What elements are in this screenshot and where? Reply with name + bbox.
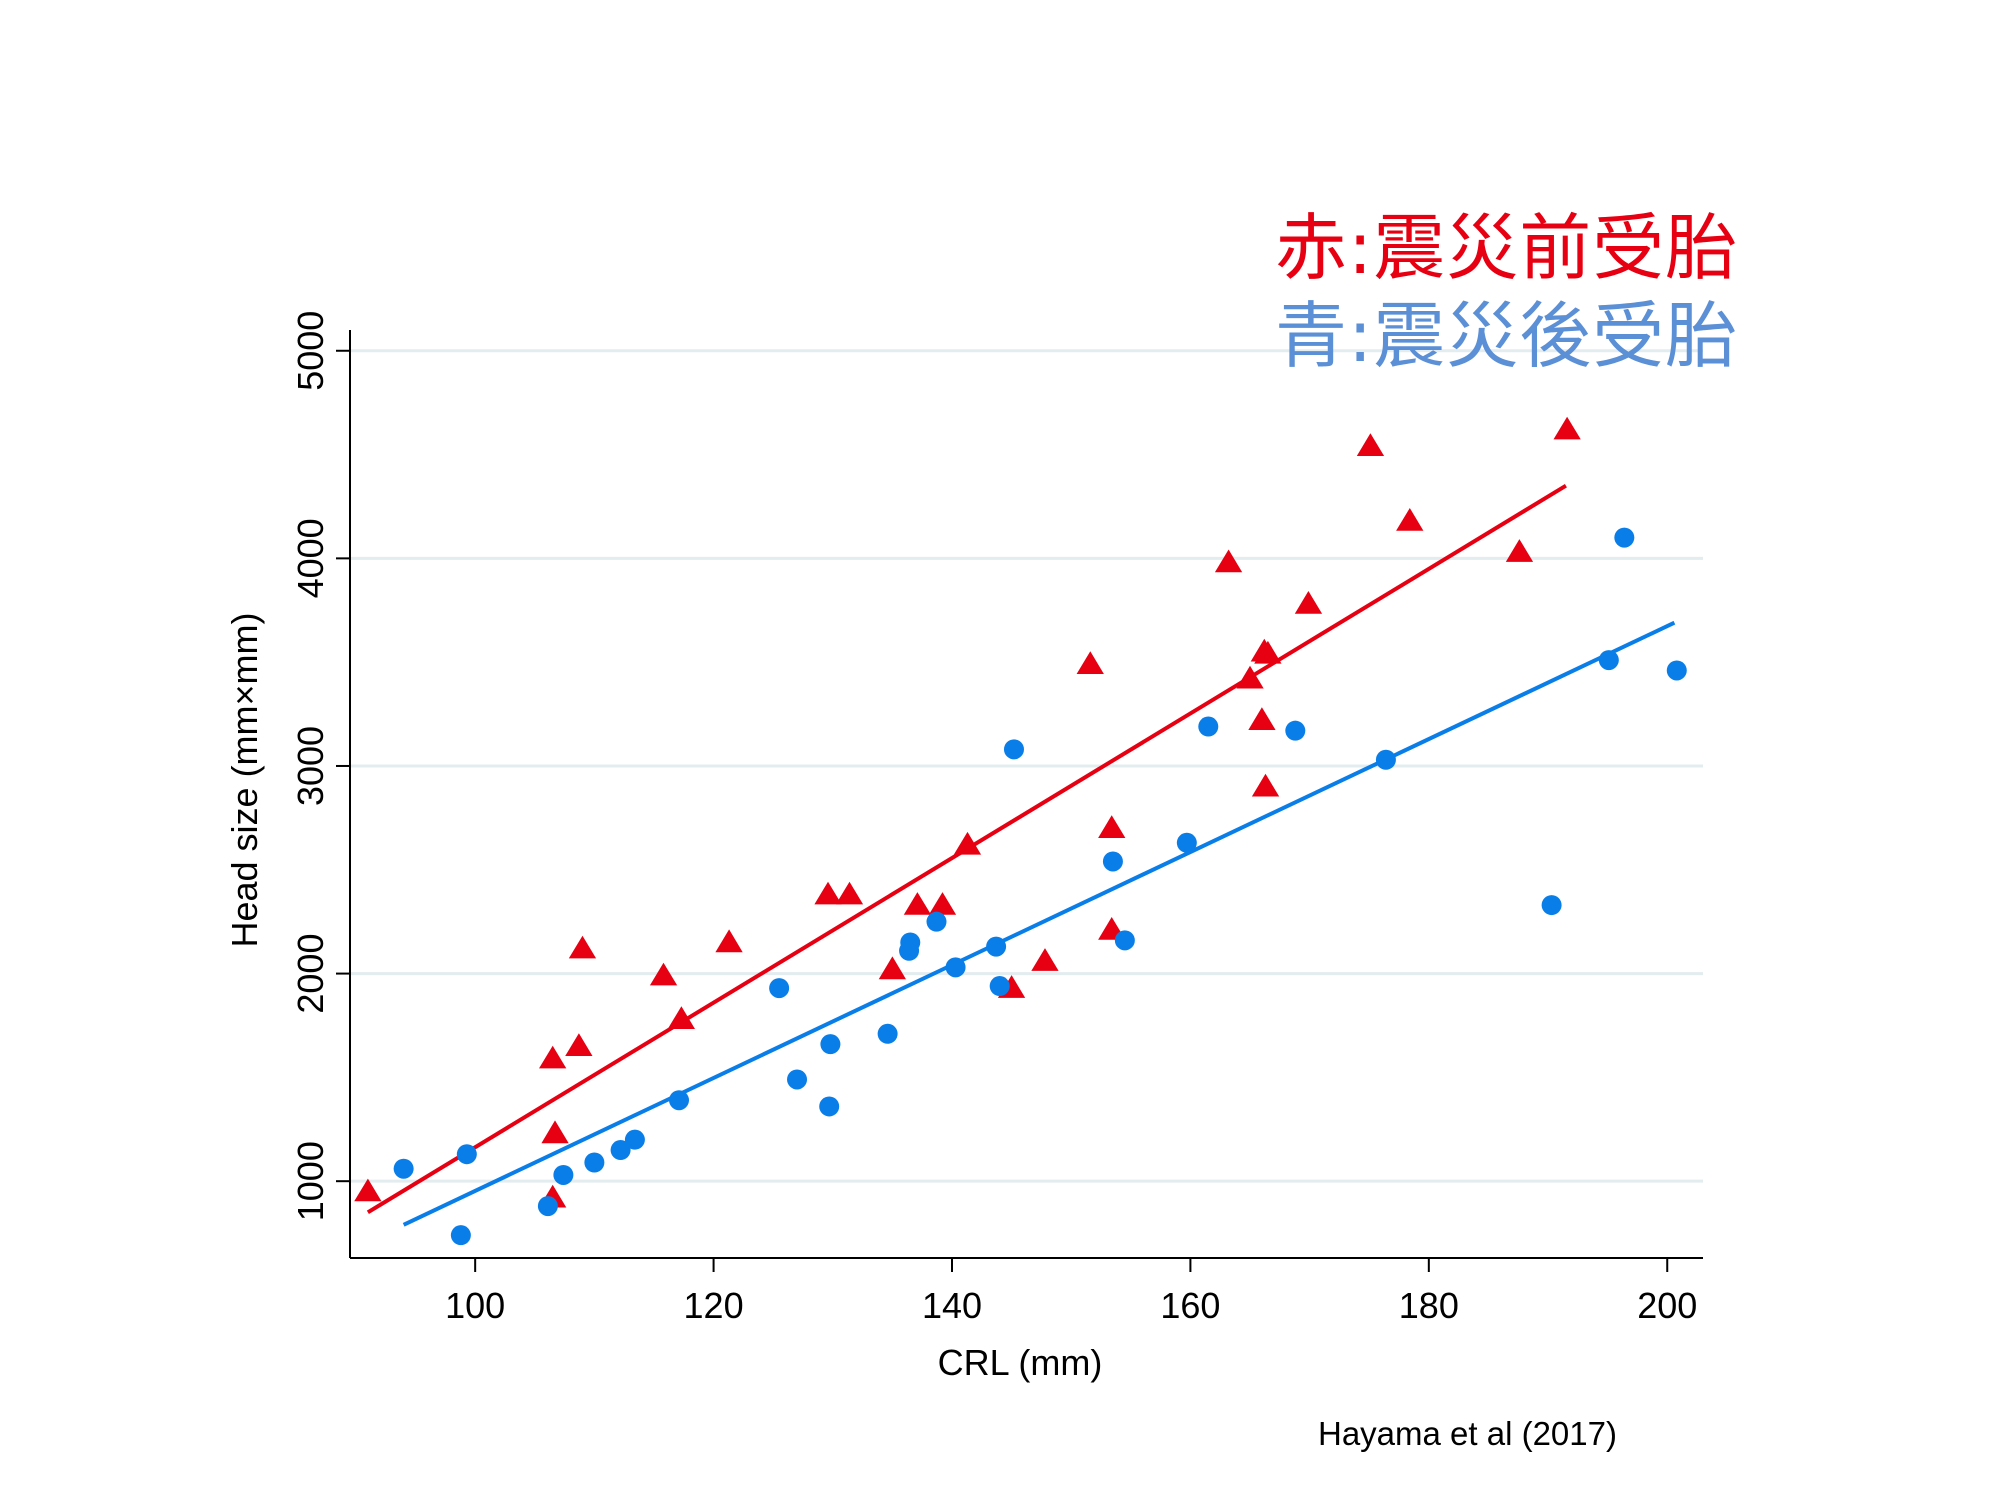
blue-point-19 [989, 976, 1010, 997]
red-point-9 [814, 881, 842, 905]
blue-point-24 [1198, 716, 1219, 737]
y-tick-label-2000: 2000 [290, 934, 331, 1014]
blue-point-29 [1614, 527, 1635, 548]
y-tick-label-3000: 3000 [290, 726, 331, 806]
red-point-1 [539, 1045, 567, 1069]
gridlines [350, 349, 1703, 1183]
blue-point-20 [1003, 739, 1024, 760]
x-tick-label-180: 180 [1399, 1285, 1459, 1326]
y-axis-title: Head size (mm×mm) [224, 612, 265, 947]
red-point-6 [649, 962, 678, 986]
y-tick-label-1000: 1000 [290, 1141, 331, 1221]
x-tick-label-100: 100 [445, 1285, 505, 1326]
blue-point-7 [624, 1129, 645, 1150]
red-point-22 [1248, 707, 1276, 730]
x-tick-label-160: 160 [1160, 1285, 1220, 1326]
blue-point-12 [820, 1034, 841, 1055]
blue-point-18 [986, 936, 1007, 957]
blue-point-26 [1375, 749, 1396, 770]
blue-point-8 [669, 1090, 690, 1111]
y-tick-label-4000: 4000 [290, 518, 331, 598]
red-point-18 [1098, 815, 1126, 838]
axes: 100 120 140 160 180 200 1000 2000 3000 4000 5000 [290, 311, 1703, 1326]
blue-point-10 [787, 1069, 808, 1090]
red-point-16 [1031, 948, 1059, 971]
blue-point-23 [1176, 832, 1197, 853]
blue-point-21 [1102, 851, 1123, 872]
red-point-2 [541, 1120, 569, 1144]
data-markers [354, 416, 1687, 1246]
x-tick-label-200: 200 [1637, 1285, 1697, 1326]
regression-lines [366, 483, 1676, 1227]
red-point-0 [354, 1178, 382, 1202]
red-point-17 [1076, 651, 1104, 674]
citation: Hayama et al (2017) [1318, 1415, 1617, 1452]
red-point-20 [1214, 549, 1243, 573]
red-point-13 [928, 892, 957, 915]
blue-point-6 [610, 1140, 631, 1161]
red-point-7 [667, 1006, 695, 1029]
blue-point-1 [450, 1225, 471, 1246]
red-point-30 [1553, 416, 1581, 440]
blue-point-17 [945, 957, 966, 978]
blue-point-25 [1285, 720, 1306, 741]
blue-fit-line [402, 620, 1676, 1227]
red-point-24 [1251, 773, 1280, 797]
blue-point-16 [926, 911, 947, 932]
blue-point-0 [393, 1158, 414, 1179]
blue-point-28 [1598, 650, 1619, 671]
red-point-26 [1294, 591, 1323, 614]
red-point-21 [1236, 665, 1264, 689]
blue-point-15 [900, 932, 921, 953]
blue-point-3 [537, 1196, 558, 1217]
red-point-11 [878, 956, 906, 980]
red-point-8 [715, 929, 743, 953]
red-point-27 [1356, 433, 1385, 456]
red-point-25 [1254, 640, 1282, 664]
red-point-28 [1396, 508, 1424, 531]
blue-point-13 [877, 1023, 898, 1044]
x-tick-label-140: 140 [922, 1285, 982, 1326]
red-point-12 [903, 892, 932, 915]
legend-blue-label: 青:震災後受胎 [1275, 294, 1739, 378]
blue-point-27 [1541, 895, 1562, 916]
blue-point-30 [1666, 660, 1687, 681]
blue-point-2 [456, 1144, 477, 1165]
y-tick-label-5000: 5000 [290, 311, 331, 391]
blue-point-9 [769, 978, 790, 999]
x-tick-label-120: 120 [684, 1285, 744, 1326]
blue-point-11 [819, 1096, 840, 1117]
red-point-5 [568, 935, 597, 959]
red-point-4 [565, 1033, 593, 1056]
legend-red-label: 赤:震災前受胎 [1275, 206, 1739, 290]
red-point-29 [1505, 539, 1534, 562]
blue-point-4 [553, 1164, 574, 1185]
x-axis-title: CRL (mm) [938, 1342, 1103, 1383]
blue-point-5 [584, 1152, 605, 1173]
red-point-14 [953, 831, 982, 855]
red-point-10 [835, 881, 864, 905]
blue-point-22 [1114, 930, 1135, 951]
